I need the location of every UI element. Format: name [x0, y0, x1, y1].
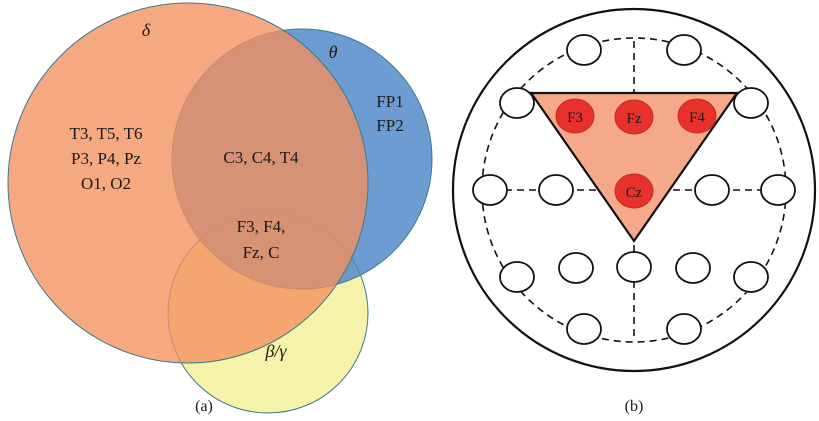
- all-three-line-2: Fz, C: [243, 243, 280, 262]
- electrode: [760, 174, 796, 206]
- electrode: [666, 313, 702, 345]
- electrode: [616, 251, 652, 283]
- electrode-fz: Fz: [614, 99, 654, 135]
- electrode: [538, 174, 574, 206]
- electrode: [558, 252, 594, 284]
- electrode-f3: F3: [555, 98, 595, 134]
- venn-diagram: δ θ β/γ T3, T5, T6 P3, P4, Pz O1, O2 FP1…: [7, 2, 433, 415]
- passive-electrodes: [472, 34, 796, 345]
- electrode-f4: F4: [677, 98, 717, 134]
- electrode-f4-label: F4: [689, 110, 705, 126]
- theta-only-line-1: FP1: [376, 92, 403, 111]
- electrode-cz-label: Cz: [626, 185, 643, 201]
- theta-symbol: θ: [329, 42, 338, 62]
- electrode: [472, 174, 508, 206]
- all-three-overlap-labels: F3, F4, Fz, C: [237, 217, 286, 262]
- electrode: [733, 261, 769, 293]
- theta-only-region-labels: FP1 FP2: [376, 92, 403, 135]
- electrode-cz-marker: [614, 173, 654, 209]
- electrode: [566, 34, 602, 66]
- panel-b-caption: (b): [625, 398, 644, 415]
- electrode: [499, 87, 535, 119]
- electrode: [675, 252, 711, 284]
- active-electrodes: F3 Fz F4 Cz: [555, 98, 717, 209]
- electrode: [666, 34, 702, 66]
- all-three-line-1: F3, F4,: [237, 217, 286, 236]
- delta-only-line-2: P3, P4, Pz: [71, 149, 141, 168]
- theta-only-line-2: FP2: [376, 116, 403, 135]
- delta-symbol: δ: [142, 20, 151, 40]
- electrode-f3-label: F3: [567, 110, 583, 126]
- delta-theta-overlap-label: C3, C4, T4: [223, 148, 299, 167]
- electrode-f3-marker: [555, 98, 595, 134]
- electrode: [499, 261, 535, 293]
- electrode-fz-label: Fz: [627, 111, 642, 127]
- electrode: [694, 174, 730, 206]
- panel-a-caption: (a): [195, 398, 213, 415]
- beta-gamma-symbol: β/γ: [264, 341, 287, 361]
- electrode: [733, 87, 769, 119]
- electrode-fz-marker: [614, 99, 654, 135]
- delta-only-region-labels: T3, T5, T6 P3, P4, Pz O1, O2: [69, 124, 142, 193]
- electrode-f4-marker: [677, 98, 717, 134]
- electrode-cz: Cz: [614, 173, 654, 209]
- set-delta-circle: [7, 2, 369, 364]
- delta-only-line-1: T3, T5, T6: [69, 124, 142, 143]
- electrode-map: F3 Fz F4 Cz (b): [451, 7, 817, 415]
- delta-only-line-3: O1, O2: [81, 174, 131, 193]
- electrode: [566, 313, 602, 345]
